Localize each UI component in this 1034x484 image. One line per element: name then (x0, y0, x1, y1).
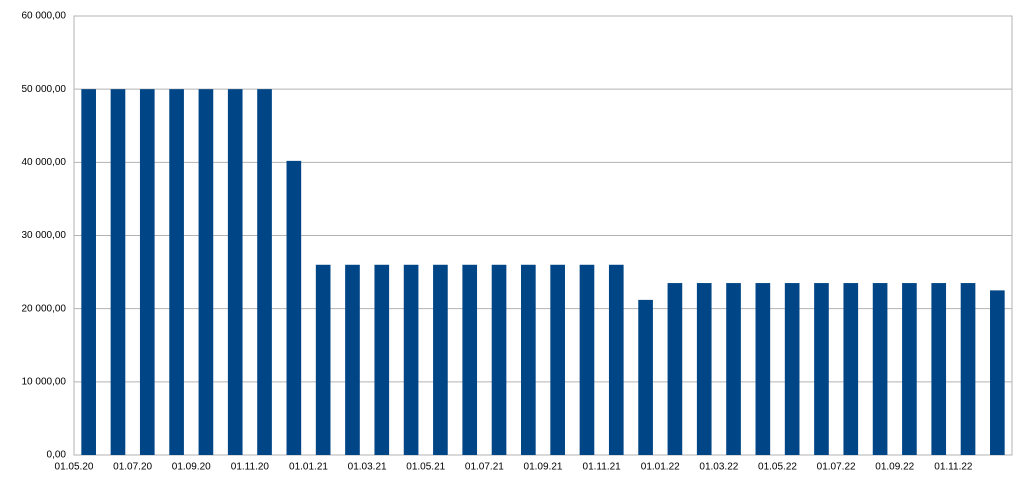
bar (990, 290, 1005, 455)
bar (931, 283, 947, 455)
y-tick-label: 40 000,00 (22, 157, 67, 168)
bar (579, 264, 595, 455)
x-tick-label: 01.11.22 (934, 462, 973, 473)
bar (550, 264, 565, 455)
bar (696, 283, 712, 455)
x-tick-label: 01.11.21 (583, 462, 622, 473)
x-tick-label: 01.03.22 (699, 462, 738, 473)
x-tick-label: 01.05.20 (55, 462, 94, 473)
bar (345, 264, 360, 455)
bar (491, 264, 507, 455)
bar (755, 283, 771, 455)
x-tick-label: 01.11.20 (231, 462, 270, 473)
bar (726, 283, 741, 455)
bar (139, 89, 155, 456)
x-tick-label: 01.07.22 (817, 462, 856, 473)
x-tick-label: 01.03.21 (348, 462, 387, 473)
bar (433, 264, 448, 455)
bar (667, 283, 683, 455)
bar (403, 264, 419, 455)
y-tick-label: 20 000,00 (22, 303, 67, 314)
bar (638, 299, 653, 455)
x-tick-label: 01.09.21 (524, 462, 563, 473)
x-tick-label: 01.09.22 (875, 462, 914, 473)
x-tick-label: 01.01.22 (641, 462, 680, 473)
bar (902, 283, 917, 455)
bar (872, 283, 888, 455)
bar (315, 264, 331, 455)
x-tick-label: 01.01.21 (289, 462, 328, 473)
bar (843, 283, 859, 455)
bar (960, 283, 976, 455)
bar (110, 89, 126, 456)
x-tick-label: 01.07.21 (465, 462, 504, 473)
x-tick-label: 01.05.22 (758, 462, 797, 473)
bar (169, 89, 184, 456)
bar (198, 89, 214, 456)
y-tick-label: 30 000,00 (22, 230, 67, 241)
y-tick-label: 10 000,00 (22, 376, 67, 387)
x-tick-label: 01.09.20 (172, 462, 211, 473)
y-tick-label: 0,00 (47, 450, 67, 461)
y-tick-label: 50 000,00 (22, 84, 67, 95)
bar (374, 264, 390, 455)
bar (257, 89, 272, 456)
bar (286, 160, 302, 455)
x-tick-label: 01.07.20 (113, 462, 152, 473)
bar (227, 89, 243, 456)
bar (784, 283, 800, 455)
bar (814, 283, 829, 455)
bar (521, 264, 536, 455)
bar (462, 264, 478, 455)
bar (608, 264, 624, 455)
bar (81, 89, 96, 456)
x-tick-label: 01.05.21 (406, 462, 445, 473)
y-tick-label: 60 000,00 (22, 11, 67, 22)
